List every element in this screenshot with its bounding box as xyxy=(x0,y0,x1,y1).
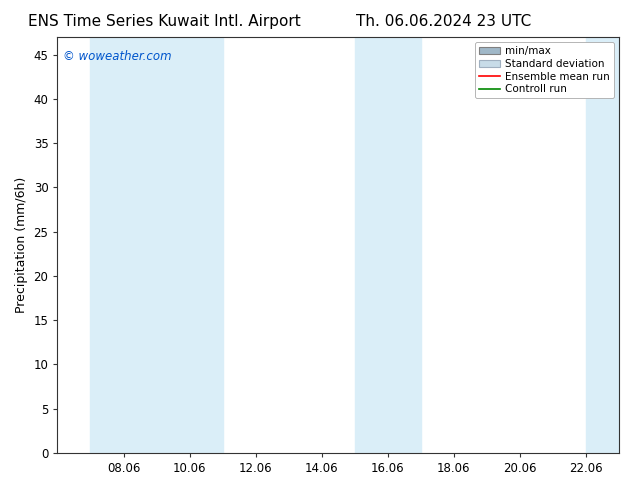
Legend: min/max, Standard deviation, Ensemble mean run, Controll run: min/max, Standard deviation, Ensemble me… xyxy=(475,42,614,98)
Bar xyxy=(157,37,223,453)
Text: ENS Time Series Kuwait Intl. Airport: ENS Time Series Kuwait Intl. Airport xyxy=(29,14,301,29)
Y-axis label: Precipitation (mm/6h): Precipitation (mm/6h) xyxy=(15,177,28,313)
Bar xyxy=(91,37,157,453)
Text: © woweather.com: © woweather.com xyxy=(63,49,172,63)
Bar xyxy=(355,37,421,453)
Text: Th. 06.06.2024 23 UTC: Th. 06.06.2024 23 UTC xyxy=(356,14,531,29)
Bar xyxy=(586,37,619,453)
